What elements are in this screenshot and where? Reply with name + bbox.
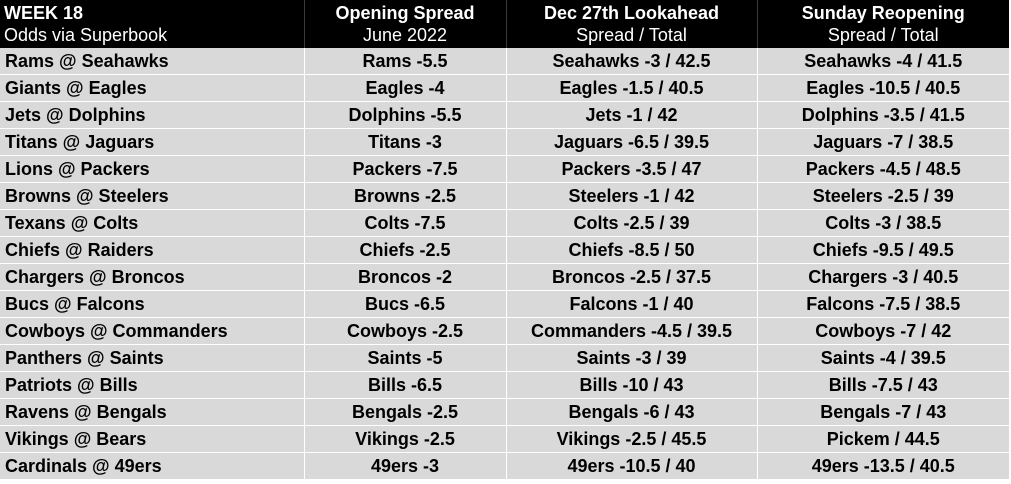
reopening-cell: Saints -4 / 39.5 [757,344,1009,372]
lookahead-cell: Bills -10 / 43 [506,371,758,399]
reopening-cell: Falcons -7.5 / 38.5 [757,290,1009,318]
lookahead-cell: Jaguars -6.5 / 39.5 [506,128,758,156]
reopening-cell: 49ers -13.5 / 40.5 [757,452,1009,480]
opening-spread-cell: Saints -5 [304,344,507,372]
opening-spread-cell: Bills -6.5 [304,371,507,399]
lookahead-cell: Jets -1 / 42 [506,101,758,129]
matchup-cell: Rams @ Seahawks [0,48,305,75]
lookahead-cell: Bengals -6 / 43 [506,398,758,426]
reopening-cell: Colts -3 / 38.5 [757,209,1009,237]
lookahead-cell: 49ers -10.5 / 40 [506,452,758,480]
matchup-cell: Texans @ Colts [0,209,305,237]
lookahead-cell: Colts -2.5 / 39 [506,209,758,237]
lookahead-title: Dec 27th Lookahead [543,3,720,23]
reopening-cell: Pickem / 44.5 [757,425,1009,453]
table-row: Titans @ Jaguars Titans -3 Jaguars -6.5 / … [0,128,1009,156]
matchup-cell: Jets @ Dolphins [0,101,305,129]
opening-spread-cell: Bengals -2.5 [304,398,507,426]
reopening-cell: Bills -7.5 / 43 [757,371,1009,399]
opening-spread-cell: Cowboys -2.5 [304,317,507,345]
opening-spread-cell: Vikings -2.5 [304,425,507,453]
lookahead-cell: Broncos -2.5 / 37.5 [506,263,758,291]
header-row: WEEK 18 Odds via Superbook Opening Sprea… [0,0,1009,48]
matchup-cell: Chiefs @ Raiders [0,236,305,264]
lookahead-cell: Eagles -1.5 / 40.5 [506,74,758,102]
reopening-cell: Chiefs -9.5 / 49.5 [757,236,1009,264]
matchup-cell: Titans @ Jaguars [0,128,305,156]
reopening-cell: Steelers -2.5 / 39 [757,182,1009,210]
lookahead-cell: Chiefs -8.5 / 50 [506,236,758,264]
lookahead-cell: Packers -3.5 / 47 [506,155,758,183]
table-row: Cowboys @ Commanders Cowboys -2.5 Commande… [0,317,1009,345]
table-row: Vikings @ Bears Vikings -2.5 Vikings -2.5 … [0,425,1009,453]
reopening-cell: Chargers -3 / 40.5 [757,263,1009,291]
table-row: Cardinals @ 49ers 49ers -3 49ers -10.5 / 4… [0,452,1009,480]
matchup-cell: Chargers @ Broncos [0,263,305,291]
table-row: Patriots @ Bills Bills -6.5 Bills -10 / 43… [0,371,1009,399]
opening-spread-cell: Packers -7.5 [304,155,507,183]
lookahead-cell: Saints -3 / 39 [506,344,758,372]
table-row: Jets @ Dolphins Dolphins -5.5 Jets -1 / 42… [0,101,1009,129]
matchup-cell: Lions @ Packers [0,155,305,183]
matchup-cell: Panthers @ Saints [0,344,305,372]
lookahead-subtitle: Spread / Total [576,25,687,45]
reopening-cell: Jaguars -7 / 38.5 [757,128,1009,156]
reopening-cell: Cowboys -7 / 42 [757,317,1009,345]
header-opening-spread: Opening Spread June 2022 [304,0,507,48]
lookahead-cell: Steelers -1 / 42 [506,182,758,210]
opening-spread-cell: Bucs -6.5 [304,290,507,318]
reopening-cell: Eagles -10.5 / 40.5 [757,74,1009,102]
table-row: Ravens @ Bengals Bengals -2.5 Bengals -6 /… [0,398,1009,426]
table-body: Rams @ Seahawks Rams -5.5 Seahawks -3 / 42… [0,48,1009,480]
opening-spread-cell: Dolphins -5.5 [304,101,507,129]
header-lookahead: Dec 27th Lookahead Spread / Total [506,0,758,48]
table-row: Lions @ Packers Packers -7.5 Packers -3.5 … [0,155,1009,183]
reopening-cell: Dolphins -3.5 / 41.5 [757,101,1009,129]
lookahead-cell: Vikings -2.5 / 45.5 [506,425,758,453]
table-header: WEEK 18 Odds via Superbook Opening Sprea… [0,0,1009,48]
table-row: Rams @ Seahawks Rams -5.5 Seahawks -3 / 42… [0,48,1009,75]
week-title: WEEK 18 [4,3,84,23]
opening-spread-cell: Colts -7.5 [304,209,507,237]
opening-spread-cell: Rams -5.5 [304,48,507,75]
matchup-cell: Giants @ Eagles [0,74,305,102]
matchup-cell: Bucs @ Falcons [0,290,305,318]
matchup-cell: Browns @ Steelers [0,182,305,210]
header-reopening: Sunday Reopening Spread / Total [757,0,1009,48]
reopening-cell: Packers -4.5 / 48.5 [757,155,1009,183]
table-row: Texans @ Colts Colts -7.5 Colts -2.5 / 39 C… [0,209,1009,237]
matchup-cell: Cowboys @ Commanders [0,317,305,345]
table-row: Chargers @ Broncos Broncos -2 Broncos -2.5… [0,263,1009,291]
table-row: Panthers @ Saints Saints -5 Saints -3 / 39… [0,344,1009,372]
table-row: Bucs @ Falcons Bucs -6.5 Falcons -1 / 40 Fa… [0,290,1009,318]
lookahead-cell: Seahawks -3 / 42.5 [506,48,758,75]
lookahead-cell: Commanders -4.5 / 39.5 [506,317,758,345]
reopening-subtitle: Spread / Total [827,25,939,45]
header-week: WEEK 18 Odds via Superbook [0,0,305,48]
opening-spread-cell: Eagles -4 [304,74,507,102]
lookahead-cell: Falcons -1 / 40 [506,290,758,318]
matchup-cell: Patriots @ Bills [0,371,305,399]
reopening-cell: Seahawks -4 / 41.5 [757,48,1009,75]
reopening-title: Sunday Reopening [801,3,965,23]
table-row: Giants @ Eagles Eagles -4 Eagles -1.5 / 40… [0,74,1009,102]
odds-source: Odds via Superbook [4,25,168,45]
matchup-cell: Cardinals @ 49ers [0,452,305,480]
opening-spread-cell: Broncos -2 [304,263,507,291]
matchup-cell: Ravens @ Bengals [0,398,305,426]
opening-spread-subtitle: June 2022 [362,25,448,45]
matchup-cell: Vikings @ Bears [0,425,305,453]
opening-spread-cell: Chiefs -2.5 [304,236,507,264]
opening-spread-cell: Titans -3 [304,128,507,156]
opening-spread-cell: Browns -2.5 [304,182,507,210]
table-row: Browns @ Steelers Browns -2.5 Steelers -1 … [0,182,1009,210]
opening-spread-cell: 49ers -3 [304,452,507,480]
reopening-cell: Bengals -7 / 43 [757,398,1009,426]
opening-spread-title: Opening Spread [335,3,475,23]
table-row: Chiefs @ Raiders Chiefs -2.5 Chiefs -8.5 /… [0,236,1009,264]
